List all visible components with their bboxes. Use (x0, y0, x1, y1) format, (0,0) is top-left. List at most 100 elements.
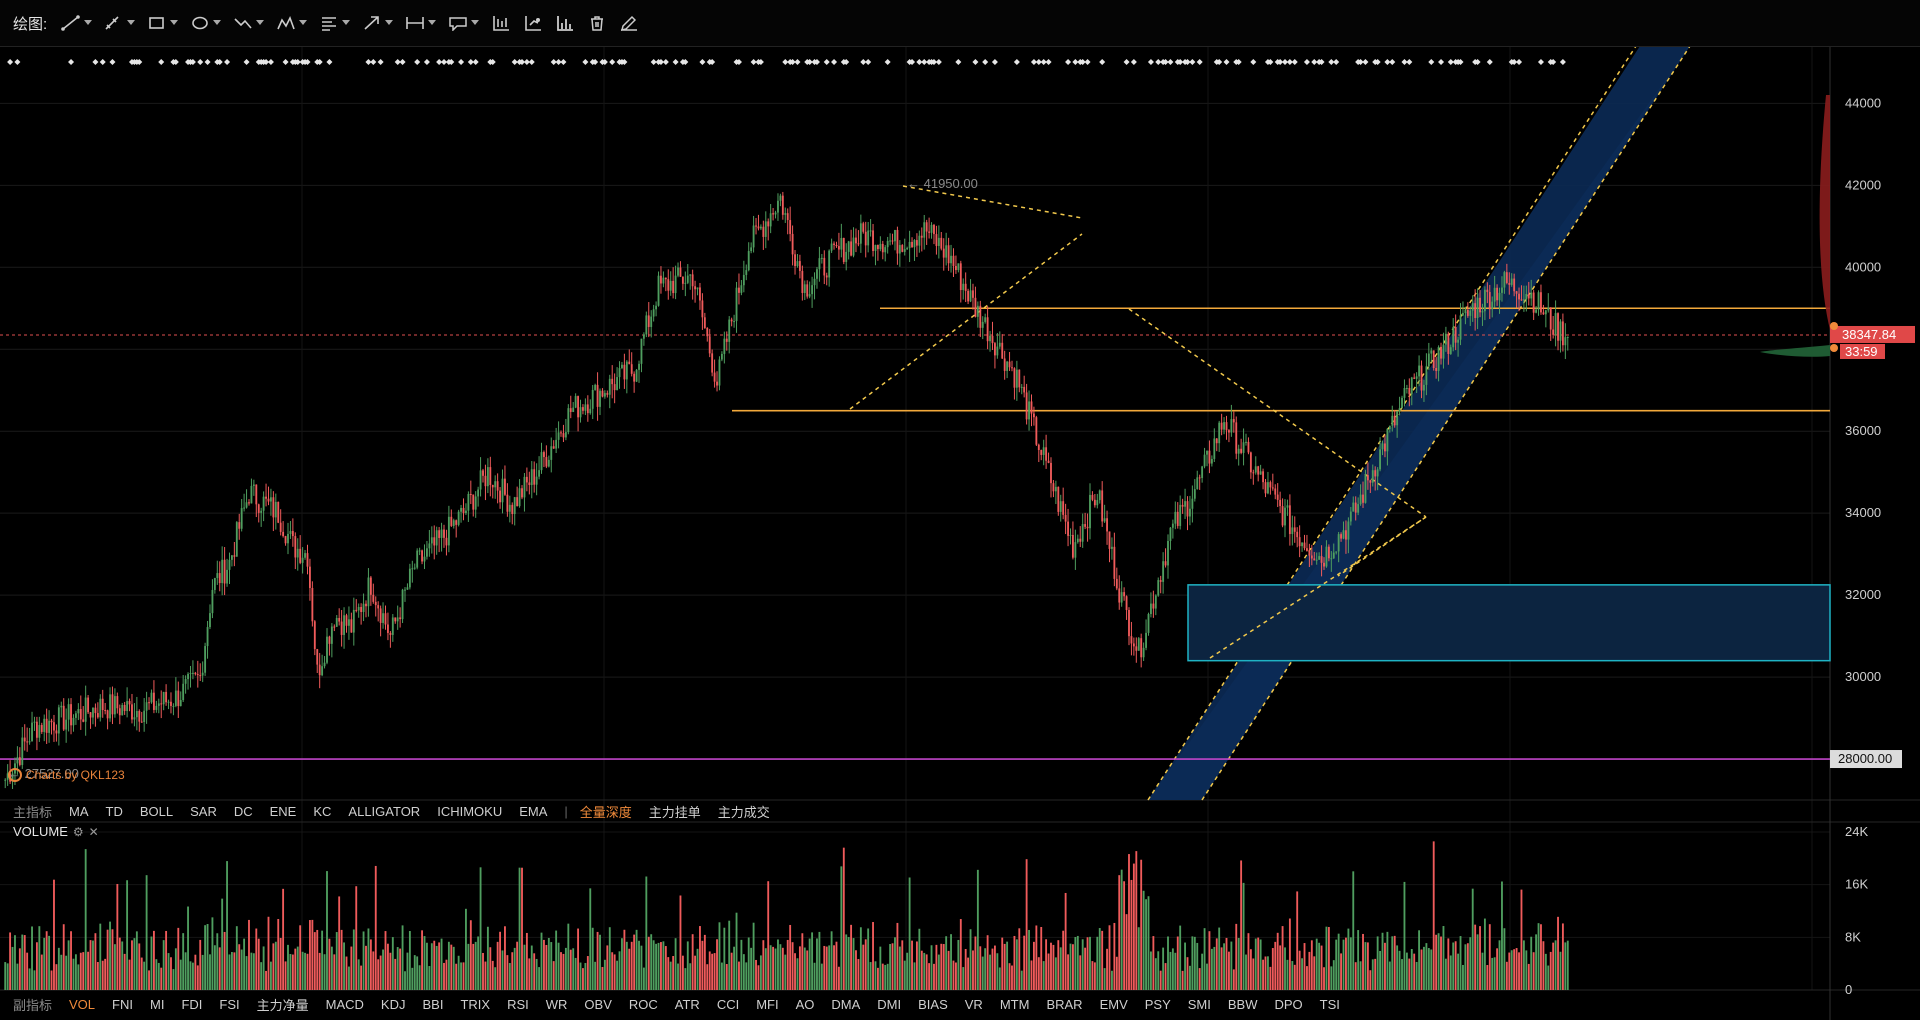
sub-indicator-12[interactable]: OBV (584, 996, 612, 1012)
sub-indicator-28[interactable]: DPO (1274, 996, 1303, 1012)
main-indicator-sar[interactable]: SAR (190, 803, 217, 819)
sub-indicator-26[interactable]: SMI (1187, 996, 1211, 1012)
volume-bar (53, 879, 55, 990)
main-indicator-ema[interactable]: EMA (519, 803, 548, 819)
sub-indicator-2[interactable]: MI (149, 996, 165, 1012)
volume-bar (1510, 950, 1513, 990)
sub-indicator-27[interactable]: BBW (1227, 996, 1258, 1012)
sub-indicator-8[interactable]: BBI (422, 996, 444, 1012)
candle (1013, 368, 1016, 388)
sub-indicator-7[interactable]: KDJ (380, 996, 406, 1012)
volume-bar (1240, 860, 1243, 990)
ellipse-tool[interactable] (190, 15, 222, 31)
sub-indicator-9[interactable]: TRIX (460, 996, 491, 1012)
close-icon[interactable]: ✕ (88, 824, 99, 839)
candle (1098, 490, 1101, 501)
main-indicator-alligator[interactable]: ALLIGATOR (348, 803, 421, 819)
candle (455, 520, 458, 525)
candle (372, 594, 375, 602)
text-tool[interactable] (319, 15, 351, 31)
volume-bar (365, 945, 367, 990)
fib-tool[interactable] (233, 15, 265, 31)
sub-indicator-5[interactable]: 主力净量 (256, 997, 309, 1013)
sub-indicator-19[interactable]: DMI (877, 996, 902, 1012)
candle (725, 338, 728, 342)
candle (1037, 444, 1040, 451)
histogram-tool[interactable] (555, 15, 575, 31)
candle (923, 222, 926, 238)
sub-indicator-14[interactable]: ATR (674, 996, 700, 1012)
measure-tool[interactable] (405, 15, 437, 31)
volume-bar (1315, 938, 1318, 990)
sub-indicator-1[interactable]: FNI (112, 996, 133, 1012)
candle (70, 704, 72, 726)
sub-indicator-18[interactable]: DMA (831, 996, 861, 1012)
sub-indicator-4[interactable]: FSI (219, 996, 240, 1012)
pattern-tool[interactable] (276, 15, 308, 31)
volume-bar (469, 920, 472, 990)
main-indicator-boll[interactable]: BOLL (139, 803, 174, 819)
candle (1137, 638, 1140, 651)
gear-icon[interactable]: ⚙ (72, 824, 84, 839)
volume-bar (1242, 882, 1245, 990)
volume-bar (586, 956, 589, 990)
volume-bar (959, 919, 962, 990)
volume-bar (1466, 943, 1469, 990)
sub-indicator-25[interactable]: PSY (1144, 996, 1171, 1012)
candle (543, 452, 545, 458)
main-indicator-td[interactable]: TD (105, 803, 123, 819)
volume-bar (925, 954, 928, 990)
price-axis[interactable]: 4400042000400003800036000340003200030000… (1830, 95, 1915, 997)
candle (847, 241, 850, 252)
candle (99, 698, 102, 718)
volume-bar (1362, 933, 1364, 990)
trend-channel[interactable] (1147, 45, 1691, 801)
event-marker (1084, 59, 1091, 65)
candle (294, 536, 297, 558)
delete-tool[interactable] (587, 15, 607, 31)
sub-indicator-13[interactable]: ROC (628, 996, 658, 1012)
volume-bar (106, 929, 109, 990)
candle (4, 779, 7, 781)
candle (430, 537, 433, 544)
edit-tool[interactable] (619, 15, 639, 31)
candle (1254, 466, 1257, 473)
sub-indicator-22[interactable]: MTM (999, 996, 1030, 1012)
depth-option-1[interactable]: 主力挂单 (648, 804, 701, 820)
main-indicator-dc[interactable]: DC (233, 803, 253, 819)
candle-tool[interactable] (491, 15, 511, 31)
sub-indicator-15[interactable]: CCI (716, 996, 740, 1012)
pen-tool[interactable] (104, 15, 136, 31)
main-indicator-kc[interactable]: KC (313, 803, 332, 819)
volume-bar (248, 919, 250, 990)
sub-indicator-11[interactable]: WR (545, 996, 568, 1012)
volume-bar (1081, 939, 1084, 990)
support-zone[interactable] (1187, 584, 1831, 662)
sub-indicator-0[interactable]: VOL (69, 996, 96, 1012)
depth-option-0[interactable]: 全量深度 (579, 804, 632, 820)
main-indicator-ichimoku[interactable]: ICHIMOKU (437, 803, 503, 819)
sub-indicator-3[interactable]: FDI (181, 996, 203, 1012)
bars-tool[interactable] (523, 15, 543, 31)
main-indicator-ma[interactable]: MA (69, 803, 89, 819)
sub-indicator-24[interactable]: EMV (1099, 996, 1128, 1012)
depth-option-2[interactable]: 主力成交 (717, 804, 770, 820)
sub-indicator-10[interactable]: RSI (507, 996, 529, 1012)
sub-indicator-16[interactable]: MFI (756, 996, 779, 1012)
line-tool[interactable] (61, 15, 93, 31)
sub-indicator-21[interactable]: VR (964, 996, 983, 1012)
note-tool[interactable] (448, 15, 480, 31)
level-lines[interactable] (0, 185, 1830, 760)
sub-indicator-17[interactable]: AO (795, 996, 815, 1012)
sub-indicator-29[interactable]: TSI (1319, 996, 1340, 1012)
volume-bar (421, 930, 423, 990)
rect-tool[interactable] (147, 15, 179, 31)
volume-bar (99, 923, 102, 990)
sub-indicator-6[interactable]: MACD (325, 996, 364, 1012)
sub-indicator-23[interactable]: BRAR (1046, 996, 1083, 1012)
arrow-tool[interactable] (362, 15, 394, 31)
main-indicator-ene[interactable]: ENE (269, 803, 297, 819)
sub-indicator-20[interactable]: BIAS (918, 996, 948, 1012)
volume-bar (1186, 957, 1189, 990)
